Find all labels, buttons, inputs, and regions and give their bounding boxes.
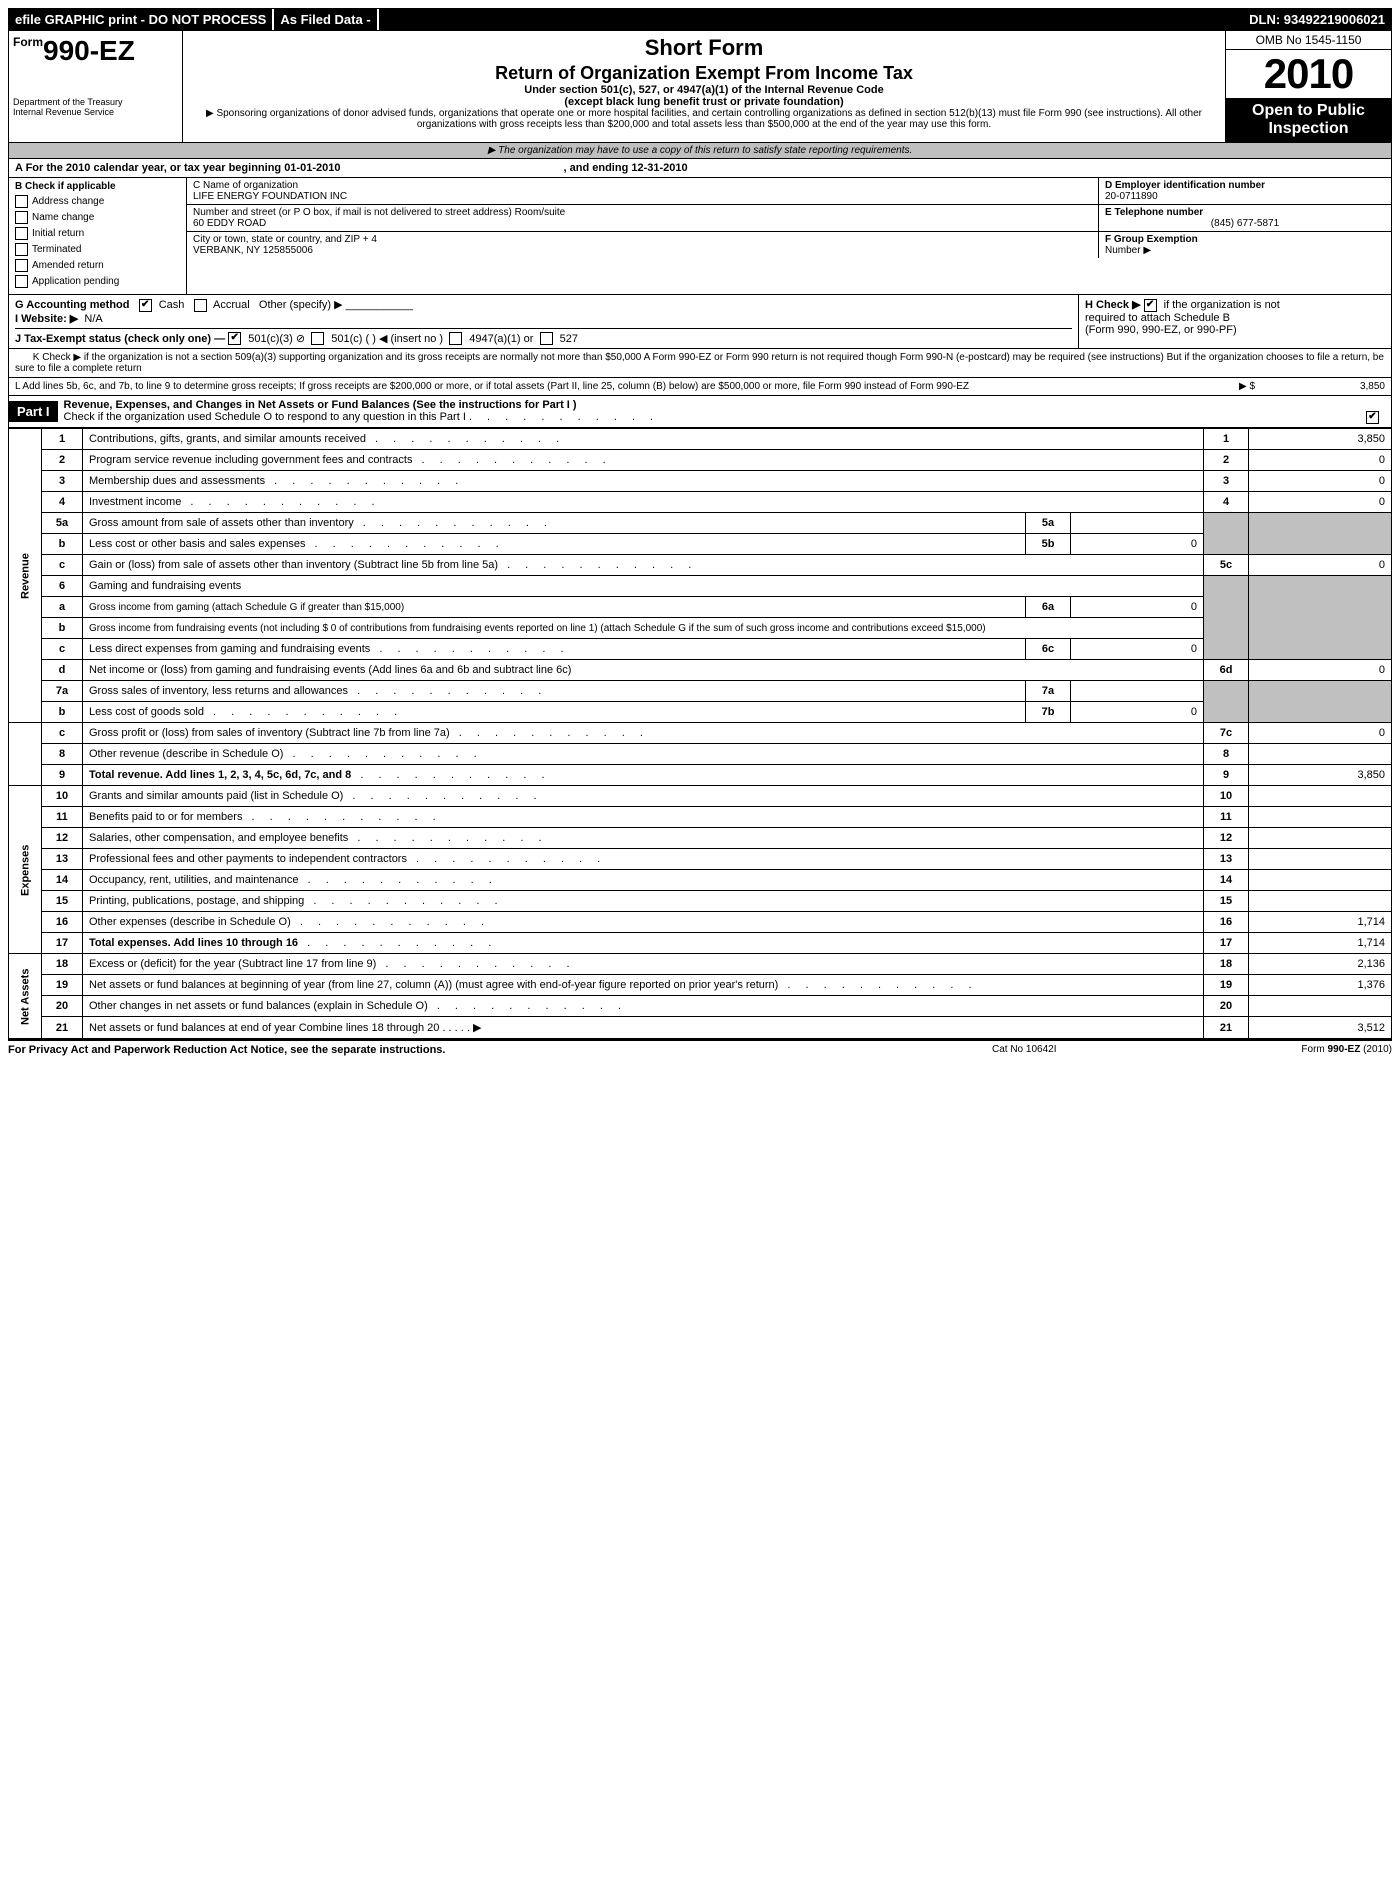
short-form-title: Short Form	[189, 35, 1219, 61]
part-i-table: Revenue 1 Contributions, gifts, grants, …	[8, 428, 1392, 1039]
return-title: Return of Organization Exempt From Incom…	[189, 63, 1219, 84]
line-h: H Check ▶ ✔ if the organization is not r…	[1079, 295, 1391, 348]
line-j: J Tax-Exempt status (check only one) — ✔…	[15, 328, 1072, 346]
as-filed-label: As Filed Data -	[274, 9, 378, 30]
part-i-header: Part I Revenue, Expenses, and Changes in…	[8, 396, 1392, 428]
org-name: LIFE ENERGY FOUNDATION INC	[193, 191, 1092, 202]
chk-501c[interactable]	[311, 332, 324, 345]
chk-4947[interactable]	[449, 332, 462, 345]
page-footer: For Privacy Act and Paperwork Reduction …	[8, 1039, 1392, 1059]
chk-527[interactable]	[540, 332, 553, 345]
efile-label: efile GRAPHIC print - DO NOT PROCESS	[9, 9, 274, 30]
line-7a-val	[1071, 681, 1204, 702]
line-2-val: 0	[1249, 450, 1392, 471]
line-g: G Accounting method ✔ Cash Accrual Other…	[15, 298, 1072, 312]
line-k: K Check ▶ if the organization is not a s…	[8, 349, 1392, 378]
expenses-label: Expenses	[9, 786, 42, 954]
line-10-val	[1249, 786, 1392, 807]
line-6c-val: 0	[1071, 639, 1204, 660]
line-17-val: 1,714	[1249, 933, 1392, 954]
chk-initial-return[interactable]: Initial return	[15, 227, 180, 240]
line-4-val: 0	[1249, 492, 1392, 513]
gross-receipts: 3,850	[1255, 381, 1385, 392]
line-16-val: 1,714	[1249, 912, 1392, 933]
line-l: L Add lines 5b, 6c, and 7b, to line 9 to…	[8, 378, 1392, 396]
chk-501c3[interactable]: ✔	[228, 332, 241, 345]
line-a: A For the 2010 calendar year, or tax yea…	[8, 159, 1392, 178]
chk-schedule-o-p1[interactable]: ✔	[1366, 411, 1379, 424]
line-13-val	[1249, 849, 1392, 870]
line-6a-val: 0	[1071, 597, 1204, 618]
line-1-val: 3,850	[1249, 429, 1392, 450]
line-12-val	[1249, 828, 1392, 849]
line-9-val: 3,850	[1249, 765, 1392, 786]
line-8-val	[1249, 744, 1392, 765]
chk-name-change[interactable]: Name change	[15, 211, 180, 224]
line-11-val	[1249, 807, 1392, 828]
line-21-val: 3,512	[1249, 1017, 1392, 1039]
sponsor-note: ▶ Sponsoring organizations of donor advi…	[189, 108, 1219, 130]
state-reporting-note: ▶ The organization may have to use a cop…	[8, 143, 1392, 159]
e-phone-label: E Telephone number	[1105, 207, 1385, 218]
chk-amended-return[interactable]: Amended return	[15, 259, 180, 272]
c-city-label: City or town, state or country, and ZIP …	[193, 234, 1092, 245]
line-19-val: 1,376	[1249, 975, 1392, 996]
c-name-label: C Name of organization	[193, 180, 1092, 191]
chk-accrual[interactable]	[194, 299, 207, 312]
dept-treasury: Department of the Treasury	[13, 97, 178, 107]
city: VERBANK, NY 125855006	[193, 245, 1092, 256]
line-20-val	[1249, 996, 1392, 1017]
chk-address-change[interactable]: Address change	[15, 195, 180, 208]
omb-number: OMB No 1545-1150	[1226, 31, 1391, 50]
subtitle-2: (except black lung benefit trust or priv…	[189, 96, 1219, 108]
form-header: Form990-EZ Department of the Treasury In…	[8, 31, 1392, 143]
line-i: I Website: ▶ N/A	[15, 312, 1072, 325]
chk-cash[interactable]: ✔	[139, 299, 152, 312]
street: 60 EDDY ROAD	[193, 218, 1092, 229]
net-assets-label: Net Assets	[9, 954, 42, 1039]
dln: DLN: 93492219006021	[1243, 9, 1391, 30]
line-5b-val: 0	[1071, 534, 1204, 555]
open-to-public: Open to Public Inspection	[1226, 98, 1391, 142]
line-14-val	[1249, 870, 1392, 891]
form-footer: Form 990-EZ (2010)	[1192, 1044, 1392, 1056]
d-ein-label: D Employer identification number	[1105, 180, 1385, 191]
section-b: B Check if applicable Address change Nam…	[9, 178, 187, 294]
line-5a-val	[1071, 513, 1204, 534]
privacy-notice: For Privacy Act and Paperwork Reduction …	[8, 1044, 992, 1056]
ein: 20-0711890	[1105, 191, 1385, 202]
f-group-label: F Group Exemption	[1105, 234, 1385, 245]
line-7b-val: 0	[1071, 702, 1204, 723]
top-bar: efile GRAPHIC print - DO NOT PROCESS As …	[8, 8, 1392, 31]
f-group-number: Number ▶	[1105, 245, 1385, 256]
c-street-label: Number and street (or P O box, if mail i…	[193, 207, 1092, 218]
line-3-val: 0	[1249, 471, 1392, 492]
chk-application-pending[interactable]: Application pending	[15, 275, 180, 288]
phone: (845) 677-5871	[1105, 218, 1385, 229]
subtitle-1: Under section 501(c), 527, or 4947(a)(1)…	[189, 84, 1219, 96]
form-number: Form990-EZ	[13, 35, 178, 67]
line-7c-val: 0	[1249, 723, 1392, 744]
cat-no: Cat No 10642I	[992, 1044, 1192, 1056]
line-6d-val: 0	[1249, 660, 1392, 681]
line-15-val	[1249, 891, 1392, 912]
tax-year: 2010	[1226, 50, 1391, 98]
revenue-label: Revenue	[9, 429, 42, 723]
line-18-val: 2,136	[1249, 954, 1392, 975]
chk-terminated[interactable]: Terminated	[15, 243, 180, 256]
ghij-block: G Accounting method ✔ Cash Accrual Other…	[8, 295, 1392, 349]
irs: Internal Revenue Service	[13, 107, 178, 117]
line-5c-val: 0	[1249, 555, 1392, 576]
entity-block: B Check if applicable Address change Nam…	[8, 178, 1392, 295]
chk-h[interactable]: ✔	[1144, 299, 1157, 312]
